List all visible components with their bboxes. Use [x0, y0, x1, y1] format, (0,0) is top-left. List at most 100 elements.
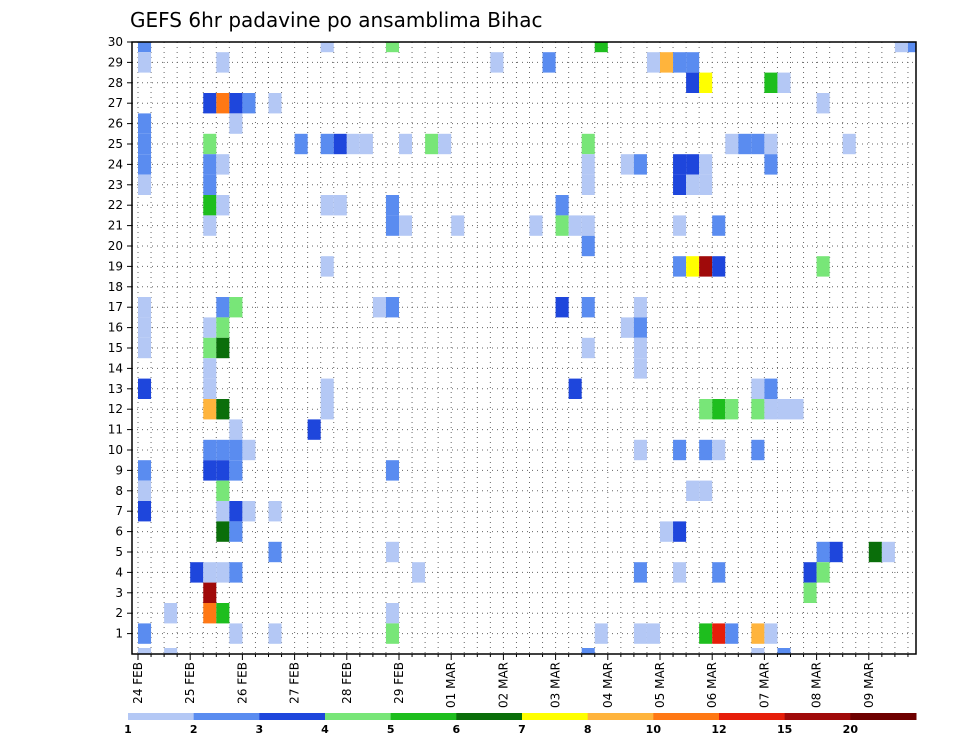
colorbar-label: 15: [777, 723, 792, 736]
y-tick-label: 15: [108, 341, 123, 355]
y-tick-label: 17: [108, 300, 123, 314]
heatmap-cell: [712, 439, 726, 461]
colorbar-swatch: [719, 713, 786, 720]
heatmap-cell: [594, 42, 608, 53]
heatmap-cell: [751, 133, 765, 155]
heatmap-cell: [751, 648, 765, 654]
heatmap-cell: [581, 133, 595, 155]
x-tick-label: 03 MAR: [549, 662, 563, 708]
heatmap-cell: [633, 154, 647, 175]
colorbar-label: 4: [321, 723, 329, 736]
heatmap-cell: [242, 439, 256, 461]
colorbar-legend: 1 2 3 4 5 6 7 8 10 12 15 20: [124, 713, 917, 736]
y-tick-label: 10: [108, 443, 123, 457]
colorbar-label: 2: [190, 723, 198, 736]
colorbar-label: 3: [256, 723, 264, 736]
colorbar-label: 12: [711, 723, 726, 736]
heatmap-cell: [568, 378, 582, 399]
colorbar-label: 5: [387, 723, 395, 736]
y-tick-label: 7: [115, 504, 123, 518]
colorbar-label: 7: [518, 723, 526, 736]
heatmap-cell: [620, 154, 634, 175]
y-tick-label: 3: [115, 586, 123, 600]
heatmap-cell: [673, 215, 687, 236]
heatmap-cell: [216, 480, 230, 501]
heatmap-cell: [699, 480, 713, 501]
heatmap-cell: [594, 623, 608, 644]
heatmap-cell: [699, 439, 713, 461]
heatmap-cell: [138, 501, 152, 522]
heatmap-cell: [385, 541, 399, 563]
heatmap-cell: [555, 297, 569, 318]
heatmap-cell: [229, 501, 243, 522]
heatmap-cell: [203, 174, 217, 195]
heatmap-cell: [425, 133, 439, 155]
x-tick-label: 24 FEB: [131, 662, 145, 704]
heatmap-cell: [242, 93, 256, 114]
heatmap-cell: [777, 648, 791, 654]
heatmap-cell: [268, 501, 282, 522]
colorbar-swatch: [850, 713, 917, 720]
colorbar-swatch: [587, 713, 654, 720]
heatmap-cell: [816, 93, 830, 114]
x-tick-label: 25 FEB: [183, 662, 197, 704]
y-tick-label: 23: [108, 178, 123, 192]
heatmap-cell: [229, 439, 243, 461]
heatmap-cell: [385, 460, 399, 481]
heatmap-cell: [712, 399, 726, 420]
y-tick-label: 2: [115, 606, 123, 620]
heatmap-cell: [385, 623, 399, 644]
heatmap-cell: [203, 93, 217, 114]
heatmap-cell: [229, 460, 243, 481]
heatmap-cell: [673, 52, 687, 73]
heatmap-cell: [790, 399, 804, 420]
x-tick-label: 05 MAR: [653, 662, 667, 708]
heatmap-cell: [372, 297, 386, 318]
y-tick-label: 13: [108, 382, 123, 396]
heatmap-cell: [216, 93, 230, 114]
heatmap-cell: [164, 648, 178, 654]
heatmap-cell: [660, 521, 674, 542]
heatmap-cell: [764, 399, 778, 420]
heatmap-cell: [229, 419, 243, 440]
heatmap-cell: [203, 358, 217, 379]
colorbar-label: 8: [584, 723, 592, 736]
heatmap-cell: [216, 521, 230, 542]
heatmap-cell: [203, 215, 217, 236]
heatmap-cell: [203, 337, 217, 359]
y-tick-label: 29: [108, 55, 123, 69]
heatmap-cell: [816, 256, 830, 277]
grid-lines: [132, 41, 916, 654]
heatmap-cell: [829, 541, 843, 563]
heatmap-cell: [216, 439, 230, 461]
colorbar-swatch: [325, 713, 392, 720]
heatmap-cell: [294, 133, 308, 155]
y-tick-label: 4: [115, 565, 123, 579]
heatmap-cell: [712, 256, 726, 277]
heatmap-cell: [399, 133, 413, 155]
heatmap-cell: [673, 256, 687, 277]
heatmap-cell: [673, 154, 687, 175]
heatmap-cell: [620, 317, 634, 338]
heatmap-cell: [138, 42, 152, 53]
heatmap-cell: [229, 521, 243, 542]
heatmap-cell: [673, 562, 687, 583]
heatmap-cell: [216, 603, 230, 624]
heatmap-cell: [138, 154, 152, 175]
heatmap-cell: [529, 215, 543, 236]
colorbar-swatch: [456, 713, 523, 720]
y-tick-label: 9: [115, 463, 123, 477]
heatmap-cell: [777, 72, 791, 93]
heatmap-cell: [229, 623, 243, 644]
heatmap-cell: [268, 93, 282, 114]
heatmap-cell: [216, 297, 230, 318]
heatmap-cell: [216, 501, 230, 522]
heatmap-cell: [203, 460, 217, 481]
heatmap-cell: [633, 358, 647, 379]
heatmap-cell: [842, 133, 856, 155]
y-tick-label: 20: [108, 239, 123, 253]
heatmap-cell: [660, 52, 674, 73]
heatmap-cell: [203, 582, 217, 603]
colorbar-swatch: [259, 713, 326, 720]
heatmap-cell: [242, 501, 256, 522]
